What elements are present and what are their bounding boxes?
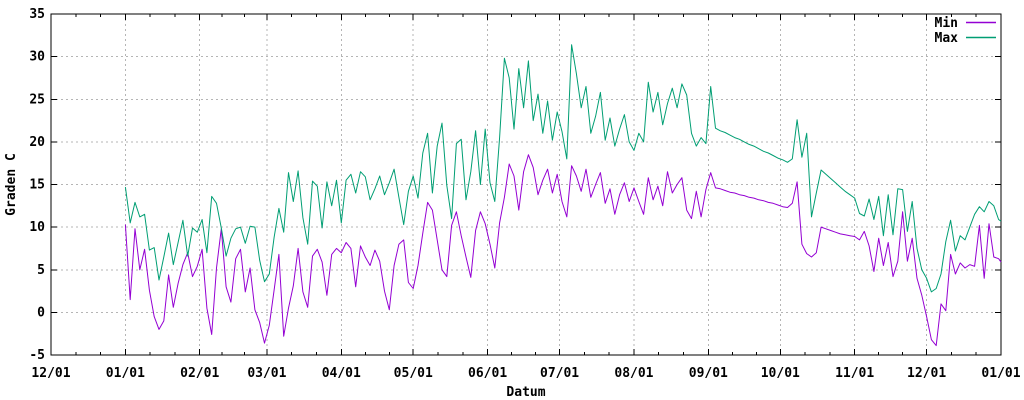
x-tick-label: 04/01 bbox=[322, 366, 361, 381]
y-tick-label: 30 bbox=[29, 50, 45, 65]
y-tick-label: 5 bbox=[37, 263, 45, 278]
x-tick-label: 05/01 bbox=[394, 366, 433, 381]
y-tick-label: 15 bbox=[29, 178, 45, 193]
x-tick-label: 01/01 bbox=[106, 366, 145, 381]
y-tick-label: 35 bbox=[29, 7, 45, 22]
x-tick-label: 01/01 bbox=[981, 366, 1020, 381]
series-max-line bbox=[124, 44, 1002, 293]
x-tick-label: 02/01 bbox=[180, 366, 219, 381]
x-tick-label: 12/01 bbox=[907, 366, 946, 381]
legend-label-min: Min bbox=[935, 16, 958, 31]
y-tick-label: -5 bbox=[29, 348, 45, 363]
axis-ticks bbox=[50, 13, 1002, 356]
y-tick-label: 10 bbox=[29, 220, 45, 235]
x-axis-label: Datum bbox=[506, 385, 545, 400]
x-tick-label: 12/01 bbox=[31, 366, 70, 381]
x-tick-label: 11/01 bbox=[835, 366, 874, 381]
tick-labels: 12/01 01/01 02/01 03/01 04/01 05/01 06/01 07/01… bbox=[29, 7, 1020, 381]
y-tick-label: 25 bbox=[29, 92, 45, 107]
x-tick-label: 09/01 bbox=[689, 366, 728, 381]
y-axis-label: Graden C bbox=[4, 153, 19, 216]
y-tick-label: 20 bbox=[29, 135, 45, 150]
x-tick-label: 07/01 bbox=[540, 366, 579, 381]
y-tick-label: 0 bbox=[37, 305, 45, 320]
x-tick-label: 06/01 bbox=[468, 366, 507, 381]
gridlines bbox=[51, 14, 1001, 355]
x-tick-label: 03/01 bbox=[247, 366, 286, 381]
series-min-line bbox=[124, 154, 1002, 347]
legend-label-max: Max bbox=[935, 31, 959, 46]
x-tick-label: 10/01 bbox=[761, 366, 800, 381]
x-tick-label: 08/01 bbox=[614, 366, 653, 381]
